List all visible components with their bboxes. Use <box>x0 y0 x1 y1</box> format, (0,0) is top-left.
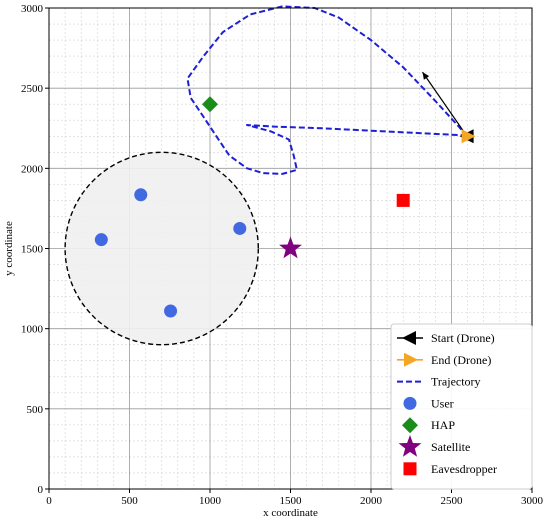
y-axis-ticks: 0 500 1000 1500 2000 2500 3000 <box>21 3 49 496</box>
legend-start-marker <box>402 331 416 345</box>
x-tick-label: 1500 <box>280 495 303 507</box>
legend-label-user: User <box>431 396 454 410</box>
x-tick-label: 1000 <box>199 495 222 507</box>
x-tick-label: 3000 <box>521 495 544 507</box>
legend-user-marker <box>403 396 417 410</box>
satellite-marker <box>279 236 302 259</box>
legend-label-eavesdropper: Eavesdropper <box>431 462 497 476</box>
trajectory-layer <box>186 5 470 175</box>
x-tick-label: 2000 <box>360 495 383 507</box>
y-tick-label: 1500 <box>21 244 44 256</box>
y-tick-label: 2500 <box>21 83 44 95</box>
coverage-circle <box>64 151 259 346</box>
y-axis-title: y coordinate <box>3 221 15 276</box>
eavesdropper-marker <box>396 193 410 207</box>
y-tick-label: 2000 <box>21 163 44 175</box>
y-tick-label: 0 <box>38 484 44 496</box>
marker-layer <box>94 96 476 318</box>
legend-satellite-marker <box>398 435 422 457</box>
x-tick-label: 0 <box>46 495 52 507</box>
y-tick-label: 500 <box>27 404 44 416</box>
x-axis-title: x coordinate <box>263 507 318 519</box>
legend-items: Start (Drone) End (Drone) Trajectory User HA… <box>397 331 497 476</box>
user-marker <box>134 188 148 202</box>
trajectory-line <box>186 5 469 175</box>
legend-label-satellite: Satellite <box>431 440 470 454</box>
hap-marker <box>202 96 218 113</box>
direction-arrow-head <box>422 72 430 80</box>
user-marker <box>94 233 108 247</box>
legend-label-start: Start (Drone) <box>431 331 495 345</box>
x-axis-ticks: 0 500 1000 1500 2000 2500 3000 <box>46 489 544 507</box>
legend-label-trajectory: Trajectory <box>431 375 481 389</box>
direction-arrow-line <box>422 71 470 140</box>
legend: Start (Drone) End (Drone) Trajectory User HA… <box>390 323 533 490</box>
user-marker <box>164 304 178 318</box>
end-marker <box>461 129 476 144</box>
user-marker <box>233 221 247 235</box>
y-tick-label: 1000 <box>21 324 44 336</box>
coverage-circle-layer <box>64 151 259 346</box>
legend-box <box>390 323 533 490</box>
y-tick-label: 3000 <box>21 3 44 15</box>
x-tick-label: 500 <box>121 495 138 507</box>
x-tick-label: 2500 <box>441 495 464 507</box>
legend-label-hap: HAP <box>431 418 455 432</box>
legend-hap-marker <box>402 417 418 434</box>
legend-eavesdropper-marker <box>403 462 417 476</box>
legend-end-marker <box>404 352 418 367</box>
legend-label-end: End (Drone) <box>431 353 491 367</box>
